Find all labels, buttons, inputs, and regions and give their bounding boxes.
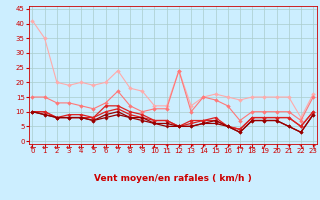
- Text: ←: ←: [29, 143, 36, 152]
- Text: ←: ←: [127, 143, 133, 152]
- Text: ←: ←: [54, 143, 60, 152]
- Text: ↓: ↓: [273, 143, 280, 152]
- Text: ←: ←: [42, 143, 48, 152]
- Text: ↗: ↗: [176, 143, 182, 152]
- Text: ↗: ↗: [200, 143, 206, 152]
- Text: ←: ←: [66, 143, 72, 152]
- Text: ←: ←: [90, 143, 97, 152]
- Text: ←: ←: [249, 143, 255, 152]
- Text: ↗: ↗: [225, 143, 231, 152]
- Text: ↗: ↗: [188, 143, 194, 152]
- Text: ←: ←: [78, 143, 84, 152]
- Text: ↑: ↑: [310, 143, 316, 152]
- Text: ↑: ↑: [164, 143, 170, 152]
- Text: ←: ←: [115, 143, 121, 152]
- Text: ↙: ↙: [261, 143, 268, 152]
- X-axis label: Vent moyen/en rafales ( km/h ): Vent moyen/en rafales ( km/h ): [94, 174, 252, 183]
- Text: ↗: ↗: [212, 143, 219, 152]
- Text: ←: ←: [102, 143, 109, 152]
- Text: ←: ←: [139, 143, 146, 152]
- Text: ↘: ↘: [298, 143, 304, 152]
- Text: ←: ←: [151, 143, 158, 152]
- Text: ←: ←: [237, 143, 243, 152]
- Text: ↑: ↑: [285, 143, 292, 152]
